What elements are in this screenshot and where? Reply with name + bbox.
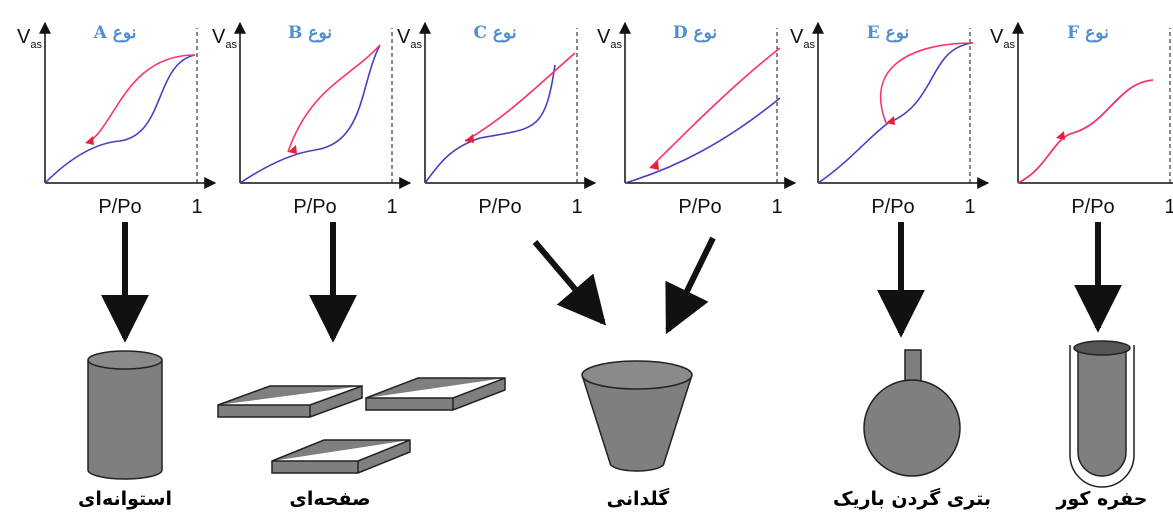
- shape-label: استوانه‌ای: [78, 488, 172, 510]
- desorption-curve: [879, 42, 974, 124]
- y-axis-label: Vas: [597, 26, 622, 51]
- y-axis-subscript: as: [610, 39, 622, 51]
- desorption-arrow: [465, 134, 474, 143]
- x-axis-label: P/Po: [871, 196, 914, 218]
- x-axis-label: P/Po: [293, 196, 336, 218]
- adsorption-curve: [424, 64, 556, 184]
- panel-title: نوع B: [288, 23, 332, 43]
- isotherm-panel: Vas نوع A P/Po 1: [17, 21, 217, 218]
- y-axis-subscript: as: [410, 39, 422, 51]
- isotherm-panel: Vas نوع B P/Po 1: [212, 21, 412, 218]
- tube-inner: [1077, 350, 1127, 477]
- panel-title: نوع D: [673, 23, 717, 43]
- y-axis-symbol: V: [597, 26, 611, 48]
- x-axis-label: P/Po: [1071, 196, 1114, 218]
- desorption-curve: [287, 44, 381, 153]
- panel-title: نوع F: [1067, 23, 1109, 43]
- y-axis-subscript: as: [1003, 39, 1015, 51]
- plate: [217, 385, 363, 418]
- shape-label: بتری گردن باریک: [833, 487, 991, 510]
- x-axis-label: P/Po: [98, 196, 141, 218]
- isotherm-panel: Vas نوع E P/Po 1: [790, 21, 990, 218]
- vase-top: [581, 360, 693, 390]
- isotherm-panel: Vas نوع D P/Po 1: [597, 21, 797, 218]
- y-axis-label: Vas: [990, 26, 1015, 51]
- desorption-curve: [86, 54, 196, 144]
- x-axis-end: 1: [571, 196, 582, 218]
- desorption-arrow: [85, 136, 94, 145]
- pore-shapes: [87, 340, 1135, 488]
- y-axis-label: Vas: [397, 26, 422, 51]
- arrows: [101, 222, 1122, 343]
- desorption-arrow: [1056, 131, 1065, 140]
- desorption-curve: [649, 47, 781, 169]
- x-axis-label: P/Po: [478, 196, 521, 218]
- panel-title: نوع C: [473, 23, 516, 43]
- tube-outer: [1069, 345, 1135, 488]
- isotherm-panel: Vas نوع F P/Po 1: [990, 21, 1173, 218]
- y-axis-symbol: V: [990, 26, 1004, 48]
- x-axis-end: 1: [964, 196, 975, 218]
- y-axis-symbol: V: [397, 26, 411, 48]
- arrow: [665, 236, 716, 335]
- flask-body: [863, 379, 961, 477]
- y-axis-label: Vas: [790, 26, 815, 51]
- plate: [271, 439, 411, 474]
- tube-top: [1073, 340, 1131, 356]
- adsorption-curve: [624, 97, 781, 184]
- panel-title: نوع A: [93, 23, 137, 43]
- cylinder: [87, 360, 163, 480]
- y-axis-symbol: V: [790, 26, 804, 48]
- desorption-curve: [464, 52, 576, 142]
- adsorption-curve: [239, 44, 381, 184]
- x-axis-label: P/Po: [678, 196, 721, 218]
- isotherm-panel: Vas نوع C P/Po 1: [397, 21, 597, 218]
- y-axis-label: Vas: [17, 26, 42, 51]
- y-axis-subscript: as: [803, 39, 815, 51]
- arrow: [532, 240, 607, 326]
- x-axis-end: 1: [386, 196, 397, 218]
- adsorption-curve: [44, 54, 196, 184]
- x-axis-end: 1: [1164, 196, 1173, 218]
- shape-label: صفحه‌ای: [289, 488, 370, 510]
- cylinder-top: [87, 350, 163, 370]
- y-axis-subscript: as: [225, 39, 237, 51]
- shape-label: گلدانی: [607, 487, 671, 510]
- desorption-arrow: [886, 116, 895, 125]
- x-axis-end: 1: [191, 196, 202, 218]
- x-axis-end: 1: [771, 196, 782, 218]
- shape-label: حفره کور: [1056, 488, 1148, 510]
- y-axis-subscript: as: [30, 39, 42, 51]
- panel-title: نوع E: [867, 23, 910, 43]
- y-axis-symbol: V: [17, 26, 31, 48]
- desorption-arrow: [288, 145, 297, 154]
- plate: [365, 377, 506, 411]
- y-axis-symbol: V: [212, 26, 226, 48]
- desorption-curve: [1017, 79, 1154, 184]
- y-axis-label: Vas: [212, 26, 237, 51]
- desorption-arrow: [650, 161, 659, 170]
- vase: [581, 374, 693, 472]
